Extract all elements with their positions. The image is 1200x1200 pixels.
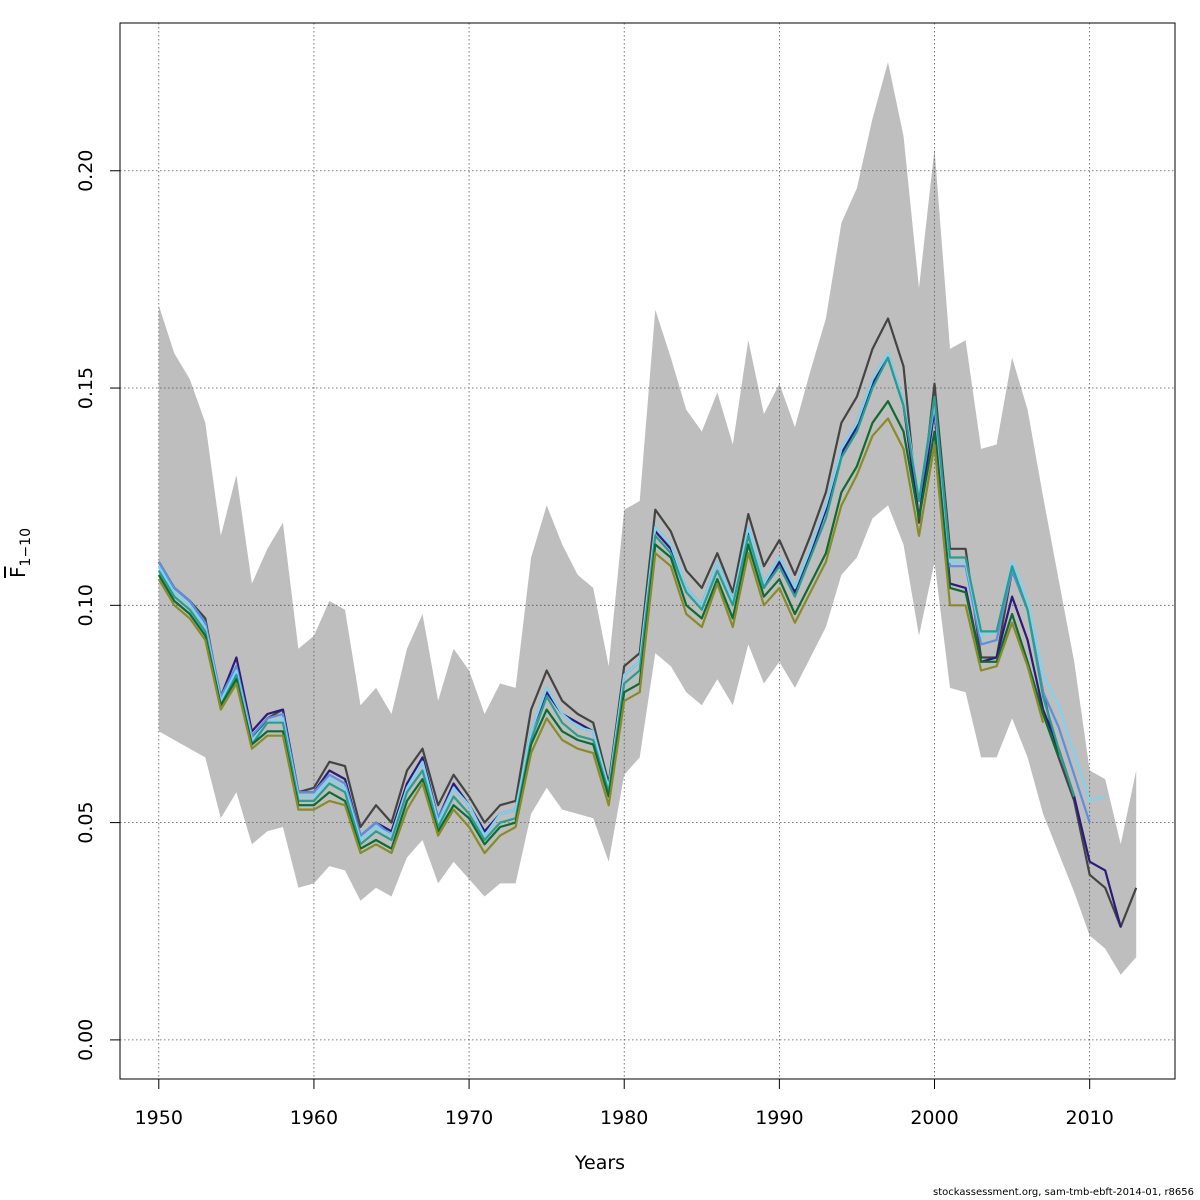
series-line-7 — [157, 417, 1045, 855]
y-tick-label: 0.15 — [75, 367, 97, 409]
y-tick-label: 0.20 — [75, 150, 97, 192]
x-axis-label: Years — [574, 1152, 626, 1174]
series-line-6 — [157, 400, 1060, 850]
series-layer — [157, 317, 1138, 929]
x-tick-label: 2000 — [910, 1107, 958, 1129]
y-axis-label: F1−10 — [6, 528, 34, 578]
y-tick-label: 0.00 — [75, 1019, 97, 1061]
y-tick-label: 0.10 — [75, 584, 97, 626]
grid-layer — [120, 23, 1175, 1079]
x-tick-label: 1970 — [445, 1107, 493, 1129]
confidence-band-layer — [158, 62, 1137, 975]
x-tick-label: 1950 — [135, 1107, 183, 1129]
y-axis-label-symbol: F — [6, 566, 30, 578]
x-tick-label: 2010 — [1065, 1107, 1113, 1129]
x-tick-label: 1990 — [755, 1107, 803, 1129]
y-axis-label-subscript: 1−10 — [18, 528, 34, 567]
axis-layer: 1950 1960 1970 1980 1990 2000 2010 0.00 0.05 0.10… — [75, 150, 1114, 1129]
x-tick-label: 1980 — [600, 1107, 648, 1129]
y-tick-label: 0.05 — [75, 801, 97, 843]
confidence-band — [158, 62, 1137, 975]
x-tick-label: 1960 — [290, 1107, 338, 1129]
footer-credit: stockassessment.org, sam-tmb-ebft-2014-0… — [933, 1187, 1194, 1198]
